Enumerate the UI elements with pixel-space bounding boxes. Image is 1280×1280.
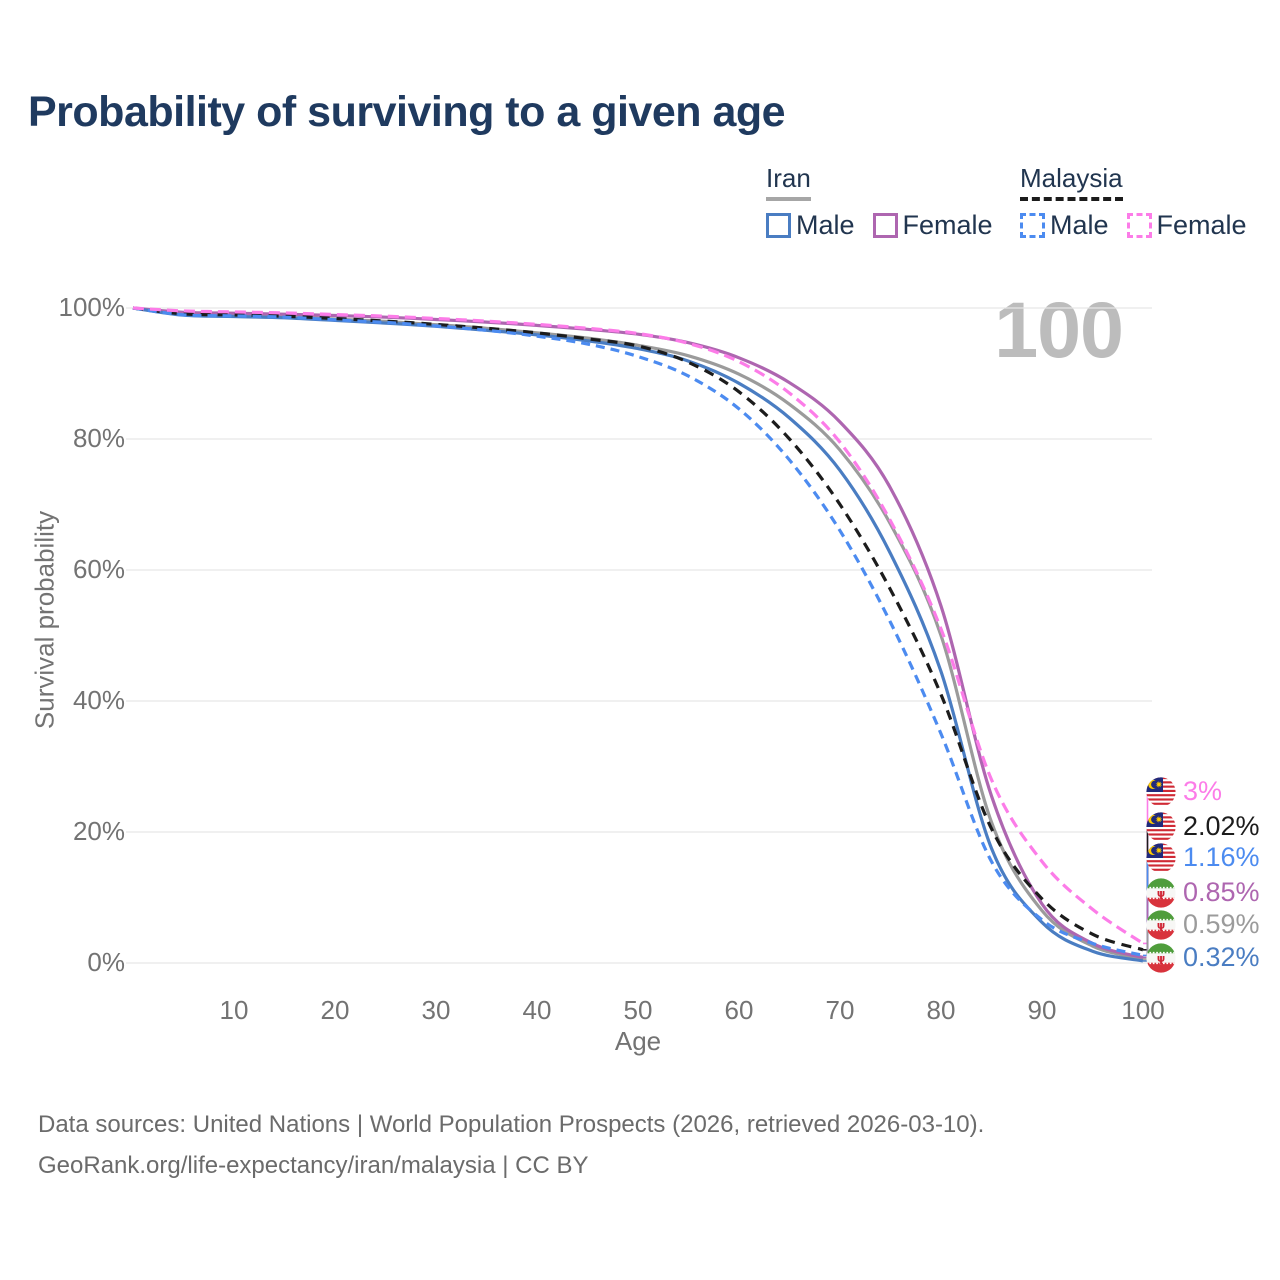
- legend-swatch-malaysia-female: [1126, 213, 1152, 238]
- legend-swatch-malaysia-male: [1020, 213, 1045, 238]
- end-label-value: 3%: [1183, 776, 1223, 806]
- malaysia-flag-icon: [1146, 776, 1176, 807]
- end-label-malaysia[interactable]: 2.02%: [1146, 811, 1260, 842]
- x-tick-label-100: 100: [1121, 995, 1165, 1025]
- svg-text:ψ: ψ: [1157, 888, 1165, 900]
- legend: Iran Male Female Malaysia Male Female: [0, 163, 1280, 253]
- legend-country-iran: Iran: [766, 163, 811, 201]
- page-title: Probability of surviving to a given age: [28, 88, 786, 136]
- x-axis-title: Age: [614, 1026, 662, 1056]
- end-label-value: 0.85%: [1183, 877, 1260, 907]
- x-tick-label-90: 90: [1027, 995, 1057, 1025]
- end-label-malaysia-female[interactable]: 3%: [1146, 776, 1222, 807]
- svg-text:ψ: ψ: [1157, 920, 1165, 932]
- y-tick-label-60: 60%: [72, 554, 125, 584]
- series-line-malaysia[interactable]: [132, 306, 1144, 952]
- end-label-value: 0.59%: [1183, 909, 1260, 939]
- end-label-iran[interactable]: ψ 0.59%: [1146, 909, 1260, 940]
- legend-item-iran-male[interactable]: Male: [766, 210, 855, 241]
- end-label-value: 2.02%: [1183, 811, 1260, 841]
- legend-swatch-iran-male: [766, 213, 791, 238]
- legend-label-iran-female: Female: [902, 210, 993, 240]
- y-tick-label-20: 20%: [72, 816, 125, 846]
- x-tick-label-30: 30: [421, 995, 451, 1025]
- series-line-malaysia-male[interactable]: [132, 306, 1144, 957]
- y-tick-label-100: 100%: [58, 292, 126, 322]
- series-line-malaysia-female[interactable]: [132, 306, 1144, 945]
- svg-text:ψ: ψ: [1157, 953, 1165, 965]
- x-tick-label-50: 50: [623, 995, 653, 1025]
- end-label-value: 1.16%: [1183, 842, 1260, 872]
- footer: Data sources: United Nations | World Pop…: [38, 1104, 984, 1186]
- legend-label-malaysia-female: Female: [1156, 210, 1247, 240]
- end-label-malaysia-male[interactable]: 1.16%: [1146, 842, 1260, 873]
- x-tick-label-70: 70: [825, 995, 855, 1025]
- iran-flag-icon: ψ: [1146, 909, 1176, 940]
- y-tick-label-0: 0%: [87, 947, 125, 977]
- legend-item-malaysia-male[interactable]: Male: [1020, 210, 1109, 241]
- legend-swatch-iran-female: [872, 213, 898, 238]
- x-tick-label-10: 10: [219, 995, 249, 1025]
- legend-label-iran-male: Male: [796, 210, 855, 240]
- age-counter: 100: [994, 285, 1124, 374]
- y-tick-label-80: 80%: [72, 423, 125, 453]
- legend-country-malaysia: Malaysia: [1020, 163, 1123, 201]
- x-tick-label-40: 40: [522, 995, 552, 1025]
- end-label-value: 0.32%: [1183, 942, 1260, 972]
- legend-item-malaysia-female[interactable]: Female: [1126, 210, 1247, 241]
- footer-url[interactable]: GeoRank.org/life-expectancy/iran/malaysi…: [38, 1152, 589, 1179]
- x-tick-label-20: 20: [320, 995, 350, 1025]
- malaysia-flag-icon: [1146, 842, 1176, 873]
- legend-item-iran-female[interactable]: Female: [872, 210, 993, 241]
- footer-sources: Data sources: United Nations | World Pop…: [38, 1111, 985, 1138]
- iran-flag-icon: ψ: [1146, 877, 1176, 908]
- series-line-iran-female[interactable]: [132, 306, 1144, 959]
- end-label-iran-male[interactable]: ψ 0.32%: [1146, 942, 1260, 973]
- end-label-iran-female[interactable]: ψ 0.85%: [1146, 877, 1260, 908]
- x-tick-label-80: 80: [926, 995, 956, 1025]
- x-tick-label-60: 60: [724, 995, 754, 1025]
- malaysia-flag-icon: [1146, 811, 1176, 842]
- y-tick-label-40: 40%: [72, 685, 125, 715]
- iran-flag-icon: ψ: [1146, 942, 1176, 973]
- legend-label-malaysia-male: Male: [1050, 210, 1109, 240]
